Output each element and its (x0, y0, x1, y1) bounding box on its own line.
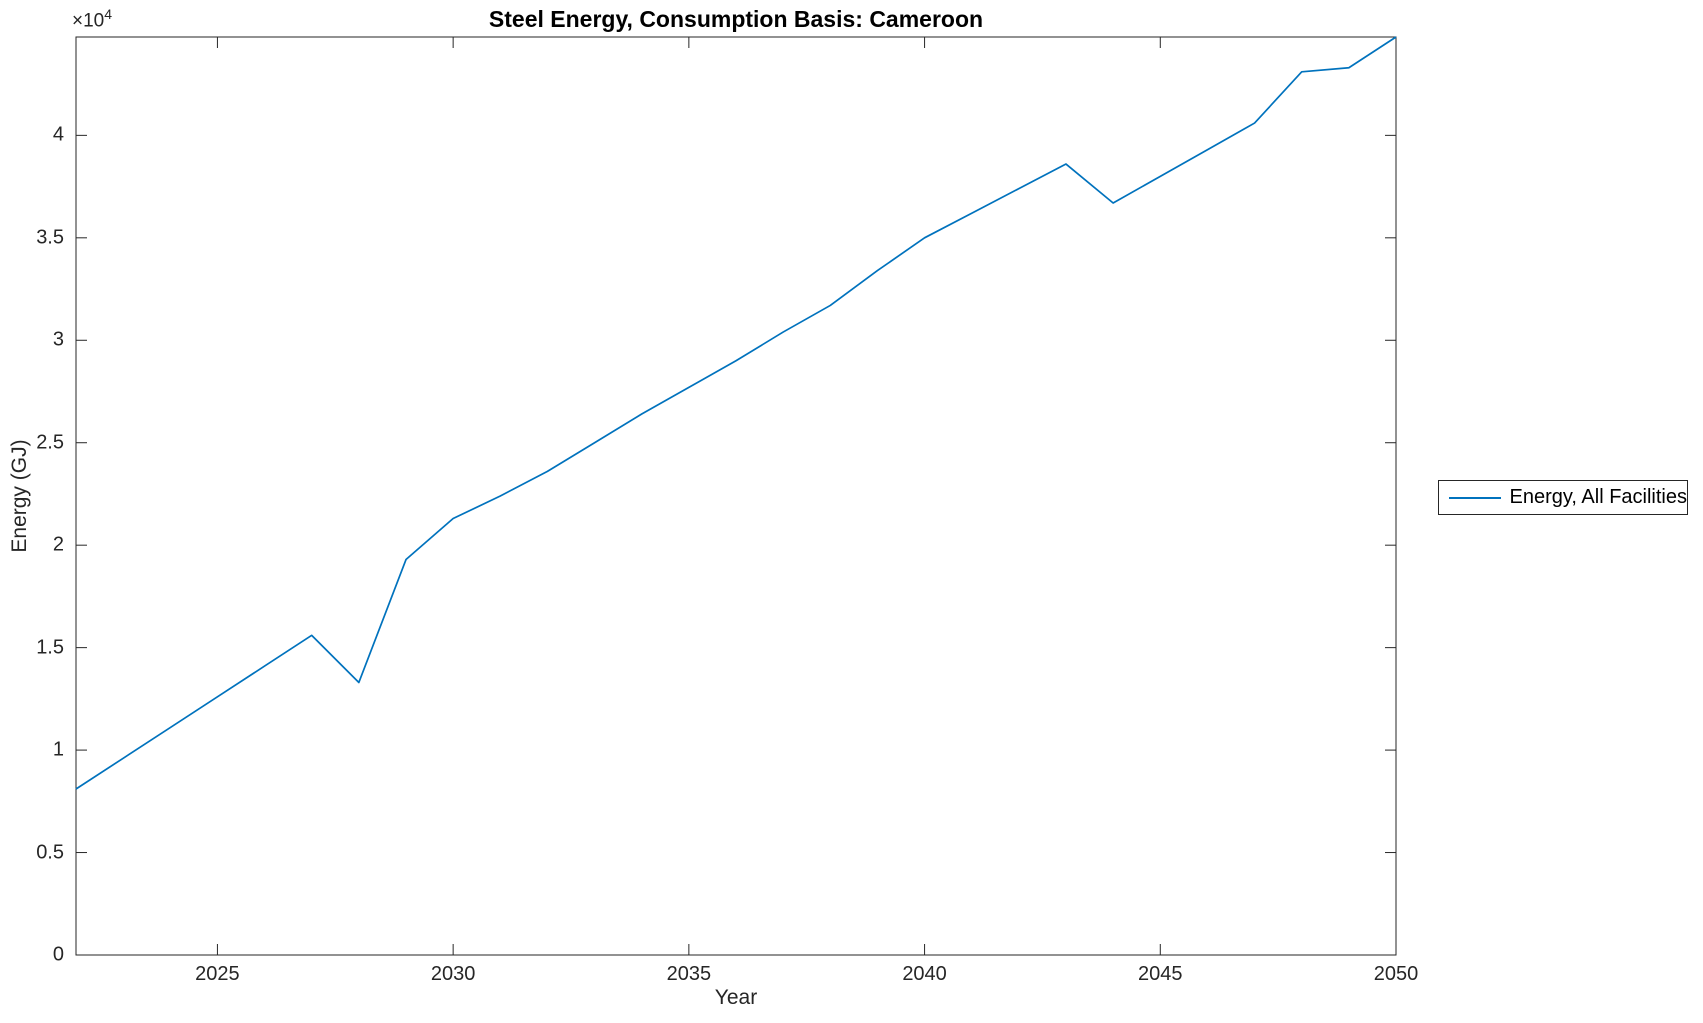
x-tick-label: 2040 (902, 963, 947, 985)
y-tick-label: 1.5 (36, 636, 64, 659)
x-tick-label: 2045 (1138, 963, 1183, 985)
y-tick-label: 4 (52, 123, 64, 146)
y-tick-label: 0.5 (36, 841, 64, 864)
chart-title: Steel Energy, Consumption Basis: Cameroo… (488, 6, 984, 32)
x-tick-label: 2030 (430, 963, 476, 985)
legend-entry-label: Energy, All Facilities (1509, 486, 1687, 508)
y-tick-label: 2 (52, 533, 64, 556)
x-tick-label: 2035 (666, 963, 712, 985)
y-axis-multiplier-exponent: 4 (104, 6, 113, 22)
legend: Energy, All Facilities (1438, 480, 1688, 515)
x-tick-label: 2025 (195, 963, 240, 985)
y-tick-label: 3.5 (36, 226, 64, 249)
y-tick-label: 1 (52, 738, 64, 761)
series-line-energy-all-facilities (75, 36, 1397, 790)
y-tick-label: 0 (52, 943, 64, 966)
y-tick-label: 2.5 (36, 431, 64, 454)
y-axis-multiplier: ×104 (72, 6, 112, 32)
legend-line-sample (1449, 496, 1501, 499)
axes-box (75, 36, 1397, 956)
x-tick-label: 2050 (1373, 963, 1419, 985)
x-axis-label: Year (714, 986, 758, 1009)
y-axis-label: Energy (GJ) (8, 439, 31, 553)
y-axis-multiplier-base: ×10 (72, 10, 105, 32)
y-tick-label: 3 (52, 328, 64, 351)
